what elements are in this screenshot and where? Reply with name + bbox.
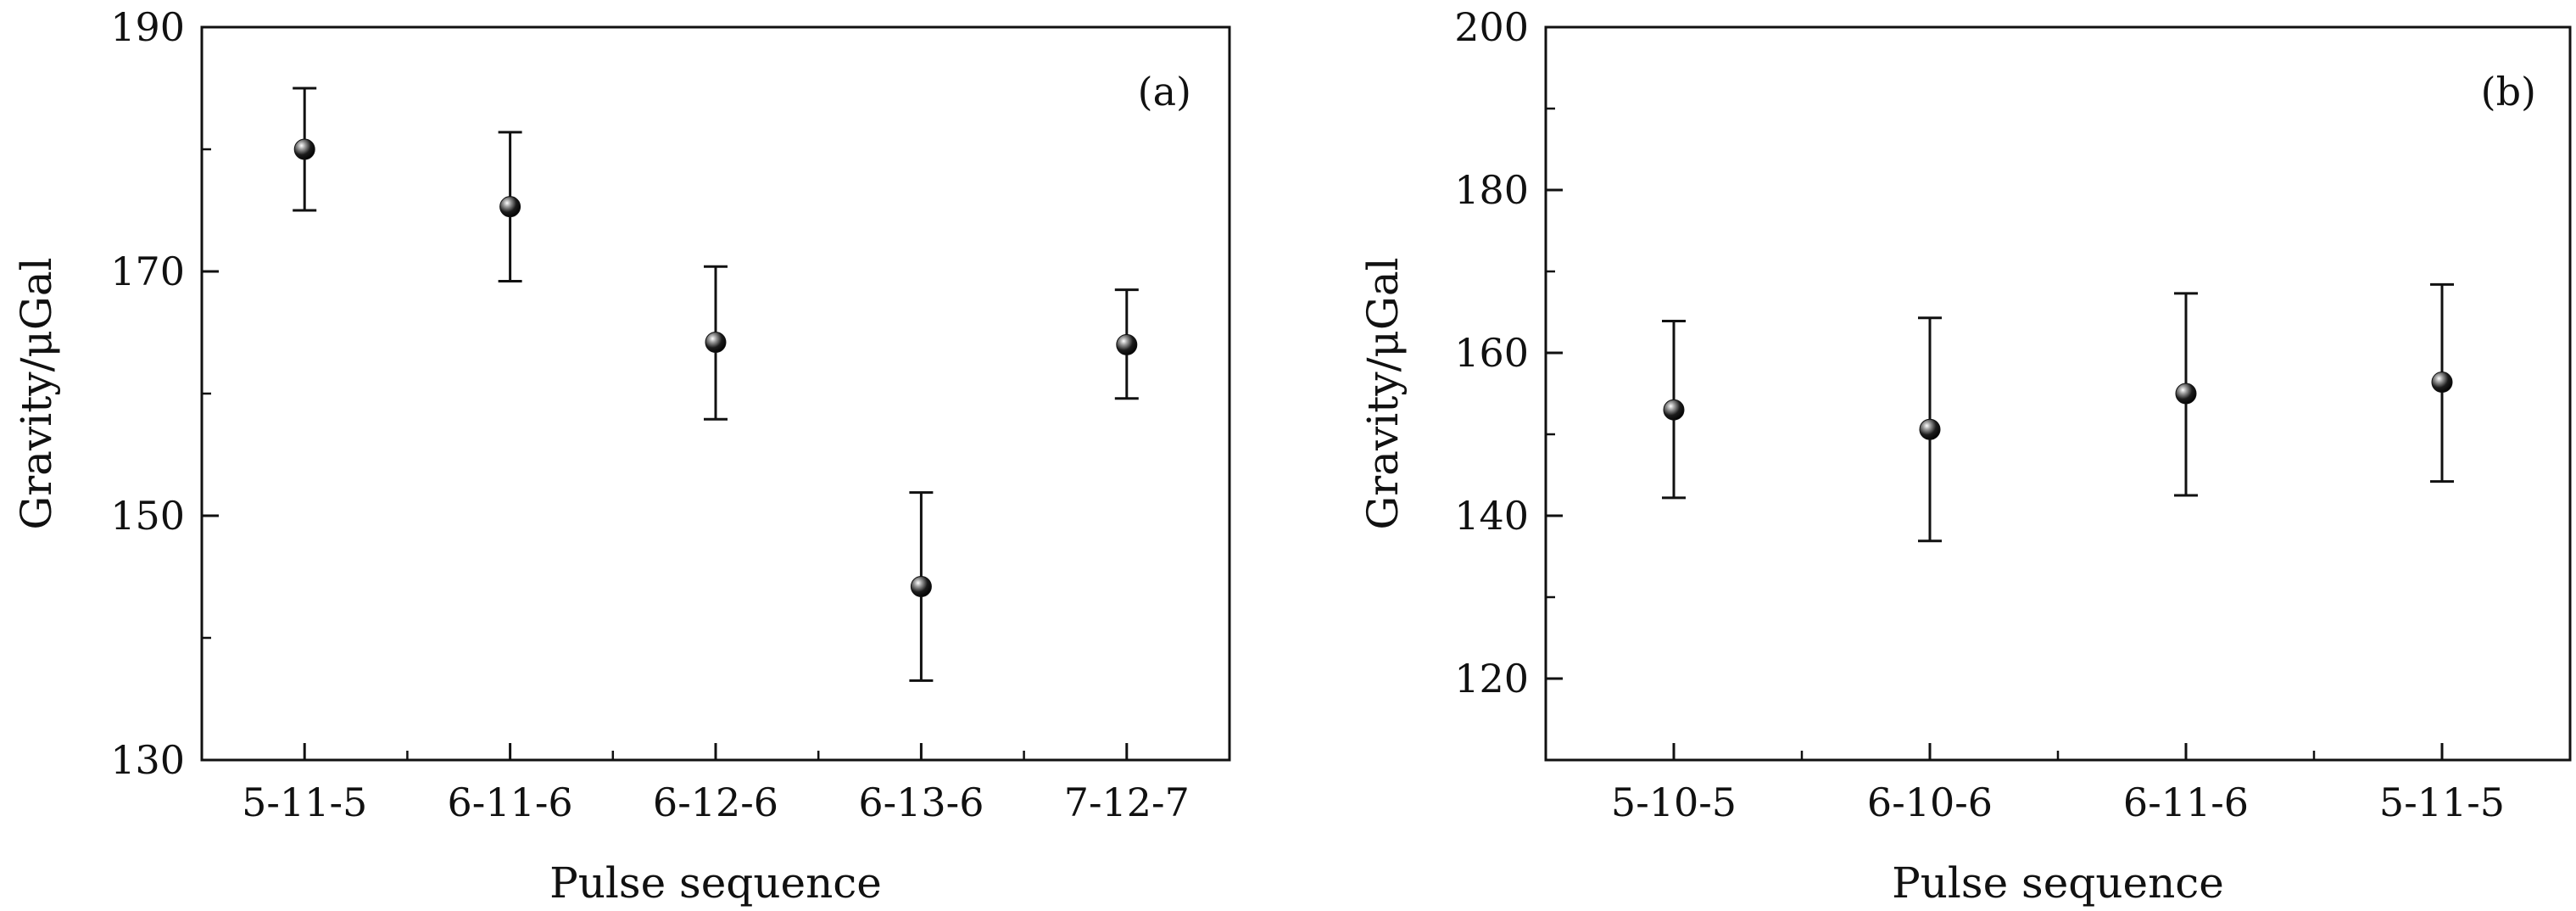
y-tick-label: 180 — [1454, 167, 1529, 213]
y-tick-label: 130 — [110, 737, 185, 783]
chart-panel-a: 130 150 170 190 5-11-5 6-11-6 6-12-6 6-13-6 7-1… — [12, 4, 1231, 908]
x-tick-label: 6-11-6 — [448, 780, 573, 825]
panel-label: (a) — [1138, 69, 1191, 115]
data-point — [1116, 333, 1138, 355]
x-axis-title: Pulse sequence — [549, 858, 882, 908]
x-axis-ticks: 5-11-5 6-11-6 6-12-6 6-13-6 7-12-7 — [242, 743, 1190, 825]
x-tick-label: 6-13-6 — [858, 780, 984, 825]
x-axis-title: Pulse sequence — [1892, 858, 2224, 908]
data-point — [2175, 383, 2197, 405]
data-point — [1663, 399, 1685, 421]
data-point — [705, 332, 727, 354]
y-axis-title: Gravity/μGal — [12, 257, 61, 529]
y-axis-title: Gravity/μGal — [1358, 257, 1408, 529]
x-tick-label: 5-11-5 — [242, 780, 367, 825]
y-tick-label: 160 — [1454, 330, 1529, 376]
y-tick-label: 190 — [110, 4, 185, 50]
y-tick-label: 200 — [1454, 4, 1529, 50]
y-tick-label: 140 — [1454, 493, 1529, 539]
y-tick-label: 150 — [110, 493, 185, 539]
x-tick-label: 5-10-5 — [1611, 780, 1737, 825]
data-point — [910, 576, 932, 598]
chart-panel-b: 120 140 160 180 200 5-10-5 6-10-6 6-11-6 5-11-5… — [1358, 4, 2572, 908]
x-tick-label: 6-10-6 — [1867, 780, 1993, 825]
y-tick-label: 120 — [1454, 656, 1529, 701]
data-point — [293, 138, 315, 160]
panel-label: (b) — [2481, 69, 2536, 115]
y-axis-ticks: 120 140 160 180 200 — [1454, 4, 1563, 762]
y-tick-label: 170 — [110, 249, 185, 294]
y-axis-ticks: 130 150 170 190 — [110, 4, 219, 783]
data-point — [1919, 418, 1941, 440]
data-points — [293, 87, 1139, 682]
x-tick-label: 6-11-6 — [2123, 780, 2249, 825]
x-tick-label: 5-11-5 — [2379, 780, 2505, 825]
data-point — [499, 196, 521, 218]
plot-frame — [1544, 25, 2572, 762]
x-tick-label: 7-12-7 — [1064, 780, 1190, 825]
data-points — [1662, 282, 2454, 543]
data-point — [2431, 372, 2453, 394]
x-tick-label: 6-12-6 — [653, 780, 778, 825]
x-axis-ticks: 5-10-5 6-10-6 6-11-6 5-11-5 — [1611, 743, 2505, 825]
